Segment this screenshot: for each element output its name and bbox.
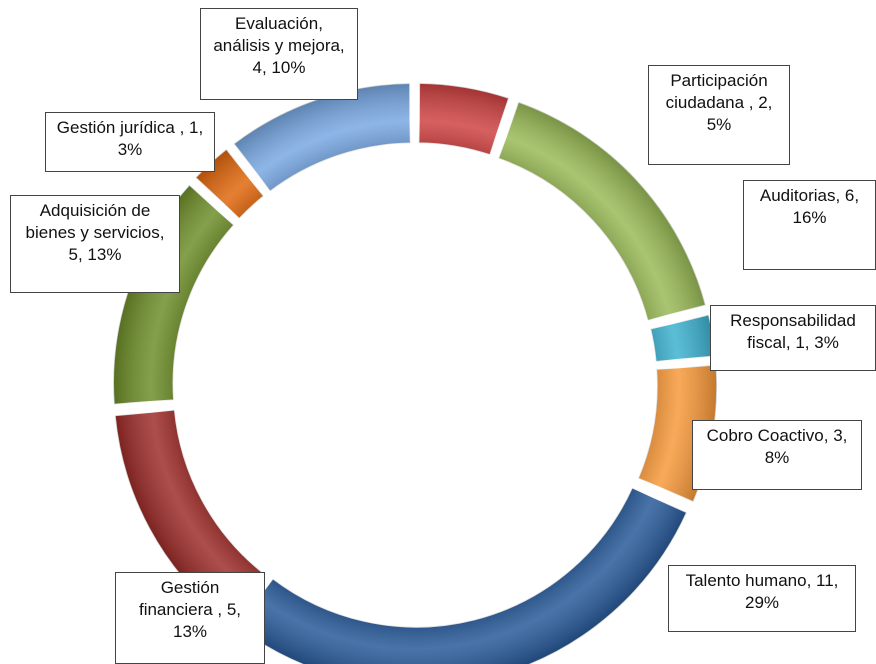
- data-label: Auditorias, 6, 16%: [743, 180, 876, 270]
- segment-shade: [233, 83, 411, 192]
- data-label: Cobro Coactivo, 3, 8%: [692, 420, 862, 490]
- data-label: Talento humano, 11, 29%: [668, 565, 856, 632]
- segment-shade: [236, 487, 687, 664]
- segment-shade: [113, 184, 234, 405]
- segment-shade: [650, 314, 716, 362]
- segment-shade: [498, 101, 706, 321]
- data-label: Adquisición de bienes y servicios, 5, 13…: [10, 195, 180, 293]
- data-label: Responsabilidad fiscal, 1, 3%: [710, 305, 876, 371]
- segment-shade: [114, 409, 263, 620]
- data-label: Gestión jurídica , 1, 3%: [45, 112, 215, 172]
- data-label: Evaluación, análisis y mejora, 4, 10%: [200, 8, 358, 100]
- data-label: Participación ciudadana , 2, 5%: [648, 65, 790, 165]
- segment-shade: [418, 83, 509, 156]
- data-label: Gestión financiera , 5, 13%: [115, 572, 265, 664]
